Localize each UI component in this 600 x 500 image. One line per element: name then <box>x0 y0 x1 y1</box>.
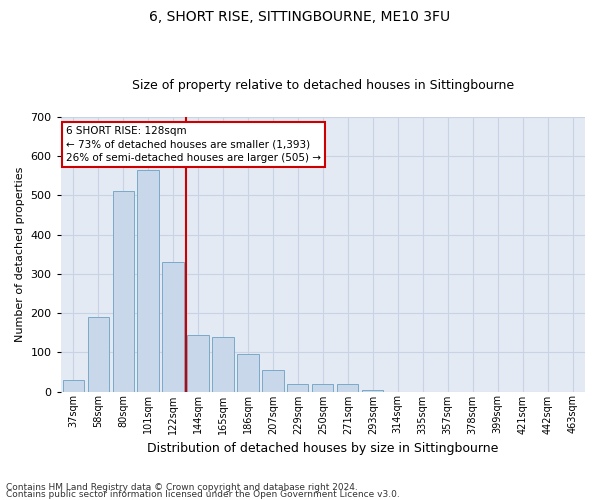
Bar <box>287 384 308 392</box>
X-axis label: Distribution of detached houses by size in Sittingbourne: Distribution of detached houses by size … <box>147 442 499 455</box>
Bar <box>212 336 233 392</box>
Bar <box>312 384 334 392</box>
Bar <box>262 370 284 392</box>
Bar <box>62 380 84 392</box>
Bar <box>113 192 134 392</box>
Text: 6 SHORT RISE: 128sqm
← 73% of detached houses are smaller (1,393)
26% of semi-de: 6 SHORT RISE: 128sqm ← 73% of detached h… <box>66 126 321 163</box>
Bar <box>238 354 259 392</box>
Bar <box>88 317 109 392</box>
Text: Contains public sector information licensed under the Open Government Licence v3: Contains public sector information licen… <box>6 490 400 499</box>
Bar <box>362 390 383 392</box>
Bar <box>163 262 184 392</box>
Text: 6, SHORT RISE, SITTINGBOURNE, ME10 3FU: 6, SHORT RISE, SITTINGBOURNE, ME10 3FU <box>149 10 451 24</box>
Bar <box>187 334 209 392</box>
Y-axis label: Number of detached properties: Number of detached properties <box>15 166 25 342</box>
Bar <box>337 384 358 392</box>
Text: Contains HM Land Registry data © Crown copyright and database right 2024.: Contains HM Land Registry data © Crown c… <box>6 484 358 492</box>
Bar <box>137 170 159 392</box>
Title: Size of property relative to detached houses in Sittingbourne: Size of property relative to detached ho… <box>132 79 514 92</box>
